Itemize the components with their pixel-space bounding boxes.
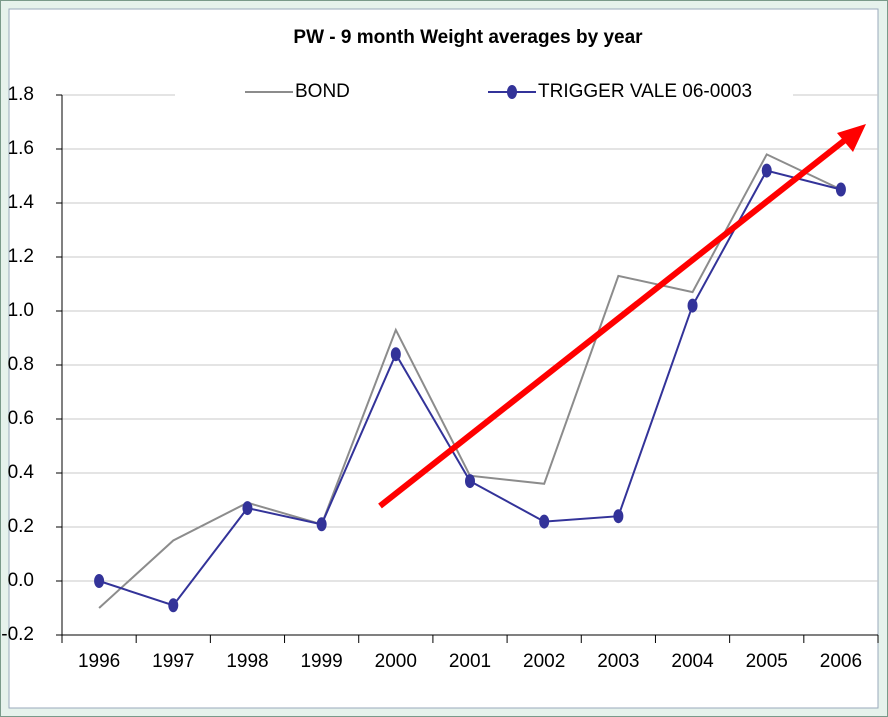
arrow-shaft	[378, 137, 847, 509]
legend-label: TRIGGER VALE 06-0003	[538, 81, 752, 102]
x-tick-label: 1996	[78, 651, 120, 672]
legend-marker	[507, 85, 517, 99]
chart-title: PW - 9 month Weight averages by year	[293, 27, 643, 48]
lines	[94, 153, 846, 613]
y-tick-label: 0.6	[8, 408, 34, 429]
point	[390, 347, 401, 362]
x-tick-label: 2005	[746, 651, 788, 672]
y-tick-label: 1.4	[8, 192, 35, 213]
y-tick-label: 0.2	[8, 516, 34, 537]
y-tick-label: 1.8	[8, 84, 34, 105]
point	[168, 598, 179, 613]
axes: -0.2 0.0 0.2 0.4 0.6 0.8 1.0 1.2 1.4 1.6 1.8 1996 19…	[1, 84, 879, 672]
legend-label: BOND	[295, 81, 350, 102]
y-tick-label: 0.8	[8, 354, 34, 375]
point	[835, 182, 846, 197]
chart-area	[8, 8, 879, 709]
y-tick-label: 0.0	[8, 570, 34, 591]
point	[687, 298, 698, 313]
x-tick-label: 2006	[820, 651, 862, 672]
x-tick-label: 2004	[671, 651, 714, 672]
x-tick-label: 2003	[597, 651, 639, 672]
x-tick-label: 2000	[375, 651, 417, 672]
x-tick-label: 1999	[300, 651, 342, 672]
arrow-head	[837, 124, 866, 152]
point	[613, 509, 624, 524]
point	[465, 474, 475, 489]
point	[242, 501, 253, 516]
point	[316, 517, 327, 532]
x-tick-label: 2002	[523, 651, 565, 672]
trend-arrow	[378, 124, 866, 509]
point	[94, 574, 105, 588]
legend-box	[175, 78, 793, 110]
y-tick-label: 1.0	[8, 300, 34, 321]
y-tick-label: 1.2	[8, 246, 34, 267]
y-tick-label: 0.4	[8, 462, 35, 483]
legend: BOND TRIGGER VALE 06-0003	[175, 78, 793, 110]
x-tick-label: 2001	[449, 651, 491, 672]
x-tick-label: 1998	[226, 651, 268, 672]
point	[539, 514, 550, 529]
x-tick-label: 1997	[152, 651, 194, 672]
y-tick-label: -0.2	[1, 624, 34, 645]
y-tick-label: 1.6	[8, 138, 34, 159]
point	[761, 163, 772, 178]
